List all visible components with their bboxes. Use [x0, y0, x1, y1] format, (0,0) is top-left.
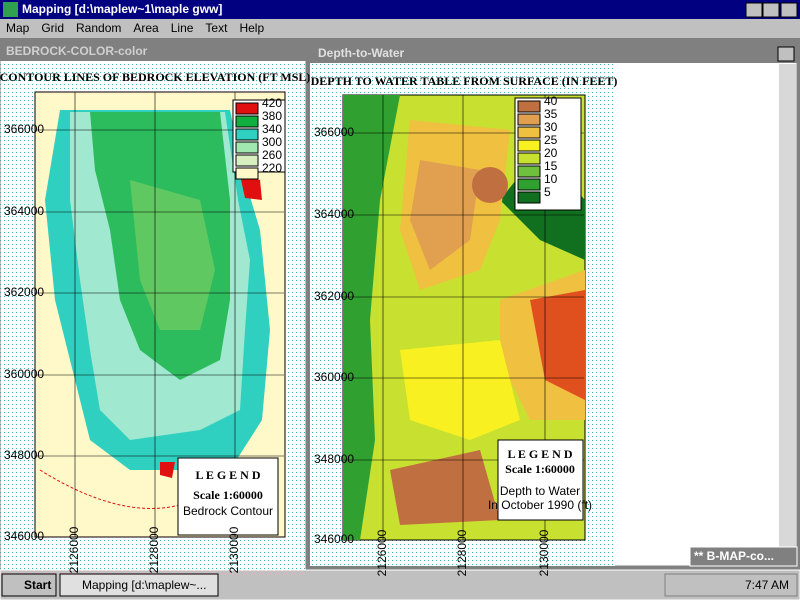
- y-coordinate-label: 346000: [4, 529, 44, 543]
- menu-item[interactable]: Help: [239, 21, 264, 35]
- legend-scale: Scale 1:60000: [193, 488, 263, 502]
- legend-box: [177, 457, 279, 536]
- y-coordinate-label: 348000: [4, 448, 44, 462]
- menu-bar: Map Grid Random Area Line Text Help: [6, 21, 264, 35]
- scale-swatch: [235, 141, 259, 154]
- app-title: Mapping [d:\maplew~1\maple gww]: [22, 2, 222, 16]
- scale-label: 30: [544, 120, 558, 134]
- scale-swatch: [517, 100, 541, 113]
- map-title: CONTOUR LINES OF BEDROCK ELEVATION (FT M…: [0, 70, 310, 84]
- y-coordinate-label: 364000: [4, 204, 44, 218]
- scale-label: 340: [262, 122, 282, 136]
- legend-heading: L E G E N D: [507, 447, 572, 461]
- scale-label: 260: [262, 148, 282, 162]
- task-label: Mapping [d:\maplew~...: [82, 578, 206, 592]
- minimize[interactable]: [745, 2, 763, 18]
- x-coordinate-label: 2126000: [375, 529, 389, 576]
- x-coordinate-label: 2128000: [147, 526, 161, 573]
- legend-heading: L E G E N D: [195, 468, 260, 482]
- scale-swatch: [517, 139, 541, 152]
- close[interactable]: [777, 46, 795, 62]
- scale-swatch: [517, 178, 541, 191]
- y-coordinate-label: 346000: [314, 532, 354, 546]
- y-coordinate-label: 366000: [4, 122, 44, 136]
- close[interactable]: [780, 2, 798, 18]
- scale-swatch: [517, 191, 541, 204]
- scale-label: 40: [544, 94, 558, 108]
- y-coordinate-label: 362000: [314, 289, 354, 303]
- scale-swatch: [235, 167, 259, 180]
- scale-swatch: [235, 115, 259, 128]
- legend-scale: Scale 1:60000: [505, 462, 575, 476]
- legend-item: Bedrock Contour: [183, 504, 273, 518]
- scale-label: 10: [544, 172, 558, 186]
- scale-swatch: [235, 128, 259, 141]
- title-bar: [0, 0, 800, 19]
- app-icon: [3, 2, 18, 17]
- scale-label: 300: [262, 135, 282, 149]
- menu-item[interactable]: Line: [171, 21, 194, 35]
- scale-swatch: [517, 165, 541, 178]
- restore[interactable]: [762, 2, 780, 18]
- clock: 7:47 AM: [745, 578, 789, 592]
- menu-item[interactable]: Text: [205, 21, 228, 35]
- window-title-bar: [0, 42, 306, 61]
- scale-label: 15: [544, 159, 558, 173]
- scale-swatch: [235, 154, 259, 167]
- menu-item[interactable]: Map: [6, 21, 30, 35]
- scale-swatch: [235, 102, 259, 115]
- scale-label: 25: [544, 133, 558, 147]
- scrollbar[interactable]: [779, 64, 796, 564]
- scale-swatch: [517, 126, 541, 139]
- scale-label: 220: [262, 161, 282, 175]
- minimized-window[interactable]: [689, 546, 798, 567]
- legend-item: Depth to Water: [500, 484, 580, 498]
- scale-label: 420: [262, 96, 282, 110]
- task-button[interactable]: [59, 573, 219, 597]
- window-title-bar: [310, 44, 797, 63]
- scale-label: 380: [262, 109, 282, 123]
- x-coordinate-label: 2126000: [67, 526, 81, 573]
- scale-label: 20: [544, 146, 558, 160]
- y-coordinate-label: 348000: [314, 452, 354, 466]
- window-controls[interactable]: [745, 2, 798, 18]
- start-button[interactable]: [1, 573, 57, 597]
- y-coordinate-label: 362000: [4, 285, 44, 299]
- y-coordinate-label: 366000: [314, 125, 354, 139]
- menu-item[interactable]: Grid: [41, 21, 64, 35]
- legend-item: In October 1990 (ft): [488, 498, 592, 512]
- y-coordinate-label: 360000: [314, 370, 354, 384]
- x-coordinate-label: 2130000: [227, 526, 241, 573]
- tray: [664, 573, 798, 597]
- y-coordinate-label: 364000: [314, 207, 354, 221]
- legend-box: [497, 439, 584, 521]
- minimized-title: ** B-MAP-co...: [694, 549, 774, 563]
- start-label: Start: [24, 578, 51, 592]
- x-coordinate-label: 2130000: [537, 529, 551, 576]
- scale-label: 5: [544, 185, 551, 199]
- x-coordinate-label: 2128000: [455, 529, 469, 576]
- scale-label: 35: [544, 107, 558, 121]
- scale-swatch: [517, 152, 541, 165]
- menu-item[interactable]: Random: [76, 21, 121, 35]
- y-coordinate-label: 360000: [4, 367, 44, 381]
- menu-item[interactable]: Area: [133, 21, 159, 35]
- window-title: Depth-to-Water: [318, 46, 405, 60]
- window-title: BEDROCK-COLOR-color: [6, 44, 148, 58]
- scale-swatch: [517, 113, 541, 126]
- map-title: DEPTH TO WATER TABLE FROM SURFACE (IN FE…: [311, 74, 618, 88]
